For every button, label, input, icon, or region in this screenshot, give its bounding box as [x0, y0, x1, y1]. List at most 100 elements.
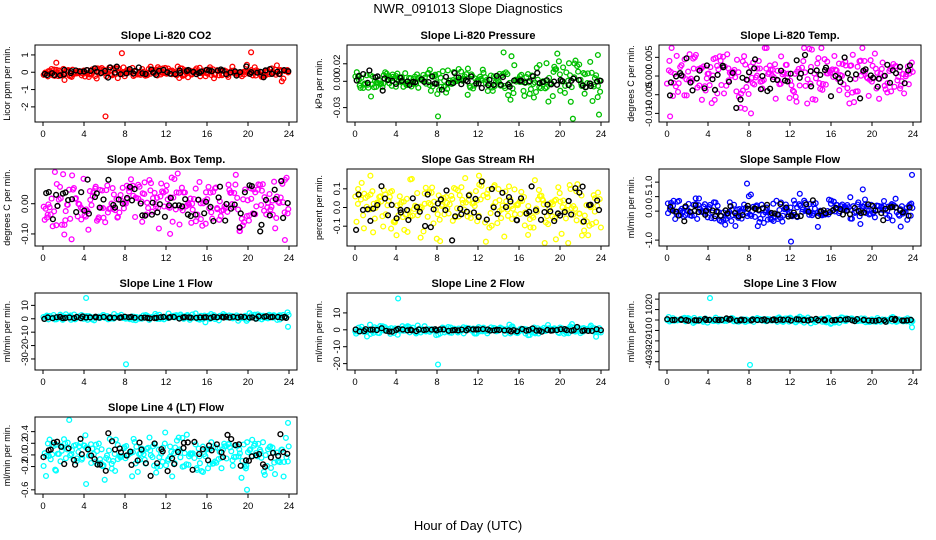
reference-point: [386, 328, 393, 335]
reference-point: [473, 80, 480, 87]
data-point: [129, 449, 136, 456]
reference-point: [526, 208, 533, 215]
reference-point: [154, 209, 161, 216]
reference-point: [47, 446, 54, 453]
reference-point: [739, 212, 746, 219]
data-point: [688, 78, 695, 85]
data-point: [836, 87, 843, 94]
data-point: [771, 61, 779, 68]
data-point: [367, 93, 375, 100]
outlier-point: [595, 111, 603, 118]
reference-point: [595, 206, 603, 214]
data-point: [572, 57, 579, 64]
reference-point: [45, 189, 52, 196]
y-tick-label: -1.0: [644, 232, 655, 248]
reference-point: [126, 65, 133, 73]
reference-point: [597, 77, 604, 84]
data-point: [232, 453, 239, 460]
data-point: [210, 75, 218, 82]
reference-point: [84, 176, 91, 183]
data-point: [360, 212, 367, 219]
reference-point: [384, 212, 392, 219]
data-point: [145, 204, 152, 212]
data-point: [804, 100, 811, 107]
data-point: [812, 75, 820, 82]
data-point: [593, 333, 600, 340]
reference-point: [86, 314, 94, 321]
reference-point: [223, 313, 230, 320]
outlier-point: [367, 172, 374, 179]
reference-point: [565, 197, 572, 205]
reference-point: [565, 81, 572, 89]
reference-point: [532, 207, 540, 214]
data-point: [676, 197, 683, 204]
data-point: [56, 183, 64, 190]
reference-point: [374, 73, 381, 80]
x-tick-label: 24: [284, 377, 295, 388]
data-point: [745, 90, 752, 98]
reference-point: [821, 317, 829, 324]
x-tick-label: 8: [434, 377, 439, 388]
y-tick-label: 1: [20, 52, 31, 57]
reference-point: [138, 446, 145, 453]
y-tick-label: -0.10: [20, 223, 31, 245]
reference-point: [208, 68, 215, 75]
outlier-point: [908, 324, 916, 331]
data-point: [408, 175, 415, 182]
y-axis-label: ml/min per min.: [2, 301, 12, 363]
data-point: [540, 201, 547, 208]
data-point: [510, 90, 517, 97]
reference-point: [246, 314, 253, 321]
reference-point: [96, 204, 103, 211]
reference-point: [437, 196, 445, 203]
reference-point: [177, 69, 184, 77]
reference-point: [136, 439, 143, 446]
reference-point: [451, 69, 458, 77]
y-tick-label: -30: [644, 344, 655, 358]
data-point: [521, 222, 528, 229]
data-point: [424, 213, 431, 220]
data-point: [247, 446, 254, 453]
reference-point: [486, 76, 493, 83]
panel-4: Slope Amb. Box Temp. degrees C per min. 0 4…: [2, 154, 298, 264]
data-point: [518, 71, 525, 78]
reference-point: [737, 96, 744, 103]
reference-point: [814, 212, 822, 220]
reference-point: [478, 178, 485, 185]
reference-point: [907, 316, 915, 324]
reference-point: [777, 200, 784, 208]
data-point: [772, 95, 779, 102]
x-tick-label: 8: [434, 253, 439, 264]
y-tick-label: 0.5: [644, 190, 655, 203]
reference-point: [392, 80, 400, 88]
data-point: [189, 206, 196, 213]
data-point: [471, 202, 478, 210]
reference-point: [733, 104, 740, 112]
reference-point: [254, 69, 261, 76]
x-tick-label: 8: [746, 129, 751, 140]
panel-title: Slope Line 1 Flow: [120, 278, 213, 290]
x-tick-label: 8: [746, 253, 751, 264]
reference-point: [425, 78, 432, 86]
data-point: [272, 225, 279, 232]
x-tick-label: 20: [555, 377, 566, 388]
reference-point: [412, 79, 419, 86]
reference-point: [248, 183, 255, 190]
data-points: [352, 172, 604, 247]
data-point: [566, 182, 573, 189]
data-point: [739, 87, 746, 94]
data-point: [229, 462, 236, 469]
data-point: [229, 457, 236, 464]
reference-point: [367, 326, 374, 333]
data-point: [685, 68, 692, 75]
reference-point: [61, 66, 68, 74]
reference-point: [801, 51, 809, 59]
reference-point: [433, 327, 440, 334]
data-point: [555, 184, 562, 191]
reference-point: [488, 185, 496, 193]
data-point: [484, 194, 491, 201]
data-point: [754, 65, 761, 72]
reference-point: [91, 456, 98, 463]
data-point: [393, 232, 400, 239]
data-point: [714, 202, 721, 209]
